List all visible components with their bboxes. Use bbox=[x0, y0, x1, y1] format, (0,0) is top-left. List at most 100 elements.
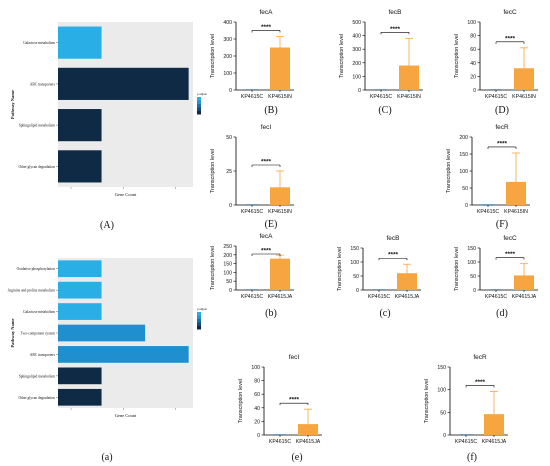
y-tick-label: 150 bbox=[350, 246, 359, 252]
y-tick-label: 50 bbox=[353, 274, 359, 280]
pathway-bar bbox=[58, 67, 189, 100]
bar-KP4615JA bbox=[298, 424, 318, 435]
y-axis-title: Transcription level bbox=[210, 246, 216, 290]
y-tick-label: 150 bbox=[437, 365, 446, 371]
pathway-bar bbox=[58, 388, 102, 406]
y-tick-label: 20 bbox=[254, 419, 260, 425]
chart-title: fecI bbox=[261, 124, 272, 131]
bar-KP4615JA bbox=[484, 414, 504, 435]
y-tick-label: 0 bbox=[443, 433, 446, 439]
y-tick-label: 50 bbox=[226, 279, 232, 285]
y-tick-label: 100 bbox=[223, 270, 232, 276]
chart-title: fecC bbox=[503, 235, 517, 242]
pathway-label: Other glycan degradation bbox=[18, 396, 55, 400]
pathway-label: ABC transporters bbox=[30, 82, 56, 86]
chart-title: fecC bbox=[503, 9, 517, 16]
y-tick-label: 150 bbox=[223, 262, 232, 268]
transcription-chart-c: 0 50 100 150 KP4615C KP4615JA **** fecB Transcri… bbox=[337, 235, 421, 319]
y-tick-label: 250 bbox=[223, 244, 232, 250]
chart-title: fecI bbox=[289, 354, 300, 361]
legend-swatch bbox=[197, 97, 201, 101]
bar-KP4615JA bbox=[397, 273, 417, 290]
x-tick-label: KP4615C bbox=[485, 294, 507, 300]
transcription-chart-E: 0 25 50 KP4615C KP4615IN **** fecI Transcriptio… bbox=[210, 124, 294, 230]
y-axis-title: Pathway Name bbox=[10, 90, 15, 119]
x-tick-label: KP4615C bbox=[455, 439, 477, 445]
x-tick-label: KP4615C bbox=[485, 94, 507, 100]
x-tick-label: KP4615JA bbox=[482, 439, 507, 445]
y-tick-label: 0 bbox=[465, 203, 468, 209]
x-tick-label: KP4615C bbox=[370, 94, 392, 100]
x-tick-label: KP4615C bbox=[477, 209, 499, 215]
x-tick-label: KP4615C bbox=[241, 294, 263, 300]
y-tick-label: 50 bbox=[440, 410, 446, 416]
pathway-bar bbox=[58, 26, 102, 59]
chart-title: fecB bbox=[388, 9, 401, 16]
y-tick-label: 500 bbox=[352, 20, 361, 26]
x-tick-label: KP4615IN bbox=[268, 94, 292, 100]
x-tick-label: KP4615C bbox=[368, 294, 390, 300]
y-tick-label: 300 bbox=[352, 47, 361, 53]
legend-title: p.adjust bbox=[197, 307, 207, 311]
transcription-chart-b: 0 50 100 150 200 250 KP4615C KP4615JA **** fecA Tr… bbox=[210, 233, 294, 319]
x-tick-label: KP4615JA bbox=[268, 294, 293, 300]
bar-KP4615JA bbox=[514, 275, 534, 290]
panel-label: (E) bbox=[265, 219, 278, 230]
x-axis-title: Gene Count bbox=[115, 413, 137, 418]
chart-title: fecA bbox=[259, 9, 273, 16]
y-tick-label: 60 bbox=[470, 47, 476, 53]
y-axis-title: Transcription level bbox=[337, 247, 343, 291]
y-tick-label: 200 bbox=[352, 61, 361, 67]
y-tick-label: 100 bbox=[251, 365, 260, 371]
y-tick-label: 200 bbox=[223, 253, 232, 259]
significance-label: **** bbox=[505, 35, 516, 42]
y-axis-title: Transcription level bbox=[210, 149, 216, 193]
panel-label: (A) bbox=[100, 220, 114, 231]
y-axis-title: Transcription level bbox=[454, 34, 460, 78]
y-axis-title: Pathway Name bbox=[10, 318, 15, 347]
y-tick-label: 0 bbox=[473, 288, 476, 294]
y-tick-label: 100 bbox=[223, 71, 232, 77]
pathway-bar bbox=[58, 281, 102, 299]
pathway-label: Oxidative phosphorylation bbox=[17, 267, 56, 271]
bar-KP4615IN bbox=[270, 187, 290, 205]
significance-label: **** bbox=[475, 379, 486, 386]
y-tick-label: 400 bbox=[352, 34, 361, 40]
legend-swatch bbox=[197, 100, 201, 104]
pathway-bar bbox=[58, 303, 102, 320]
y-tick-label: 100 bbox=[352, 74, 361, 80]
y-tick-label: 100 bbox=[467, 20, 476, 26]
panel-label: (C) bbox=[378, 105, 391, 116]
panel-label: (e) bbox=[291, 452, 302, 463]
chart-title: fecR bbox=[473, 354, 487, 361]
legend-swatch bbox=[197, 111, 201, 115]
y-axis-title: Transcription level bbox=[238, 379, 244, 423]
significance-label: **** bbox=[261, 248, 272, 255]
transcription-chart-D: 0 20 40 60 80 100 KP4615C KP4615IN **** fecC Trans… bbox=[454, 9, 538, 116]
y-tick-label: 40 bbox=[254, 406, 260, 412]
pathway-label: Galactose metabolism bbox=[23, 310, 55, 314]
x-tick-label: KP4615JA bbox=[296, 439, 321, 445]
legend-swatch bbox=[197, 326, 201, 330]
significance-label: **** bbox=[289, 397, 300, 404]
y-tick-label: 100 bbox=[350, 260, 359, 266]
x-tick-label: KP4615C bbox=[241, 94, 263, 100]
y-tick-label: 80 bbox=[470, 34, 476, 40]
pathway-bar bbox=[58, 346, 189, 363]
transcription-chart-f: 0 50 100 150 KP4615C KP4615JA **** fecR Transcri… bbox=[424, 354, 508, 463]
y-tick-label: 50 bbox=[462, 186, 468, 192]
pathway-bar bbox=[58, 150, 102, 183]
y-tick-label: 0 bbox=[229, 288, 232, 294]
y-tick-label: 100 bbox=[437, 388, 446, 394]
y-tick-label: 0 bbox=[358, 88, 361, 94]
significance-label: **** bbox=[261, 24, 272, 31]
y-tick-label: 25 bbox=[226, 169, 232, 175]
pathway-bar bbox=[58, 324, 146, 342]
panel-label: (f) bbox=[467, 452, 477, 463]
x-tick-label: KP4615C bbox=[241, 209, 263, 215]
pathway-chart-a: Oxidative phosphorylation Arginine and pr… bbox=[7, 258, 207, 463]
x-tick-label: KP4615IN bbox=[268, 209, 292, 215]
transcription-chart-C: 0 100 200 300 400 500 KP4615C KP4615IN **** fecB T… bbox=[339, 9, 423, 116]
chart-title: fecR bbox=[495, 124, 509, 131]
